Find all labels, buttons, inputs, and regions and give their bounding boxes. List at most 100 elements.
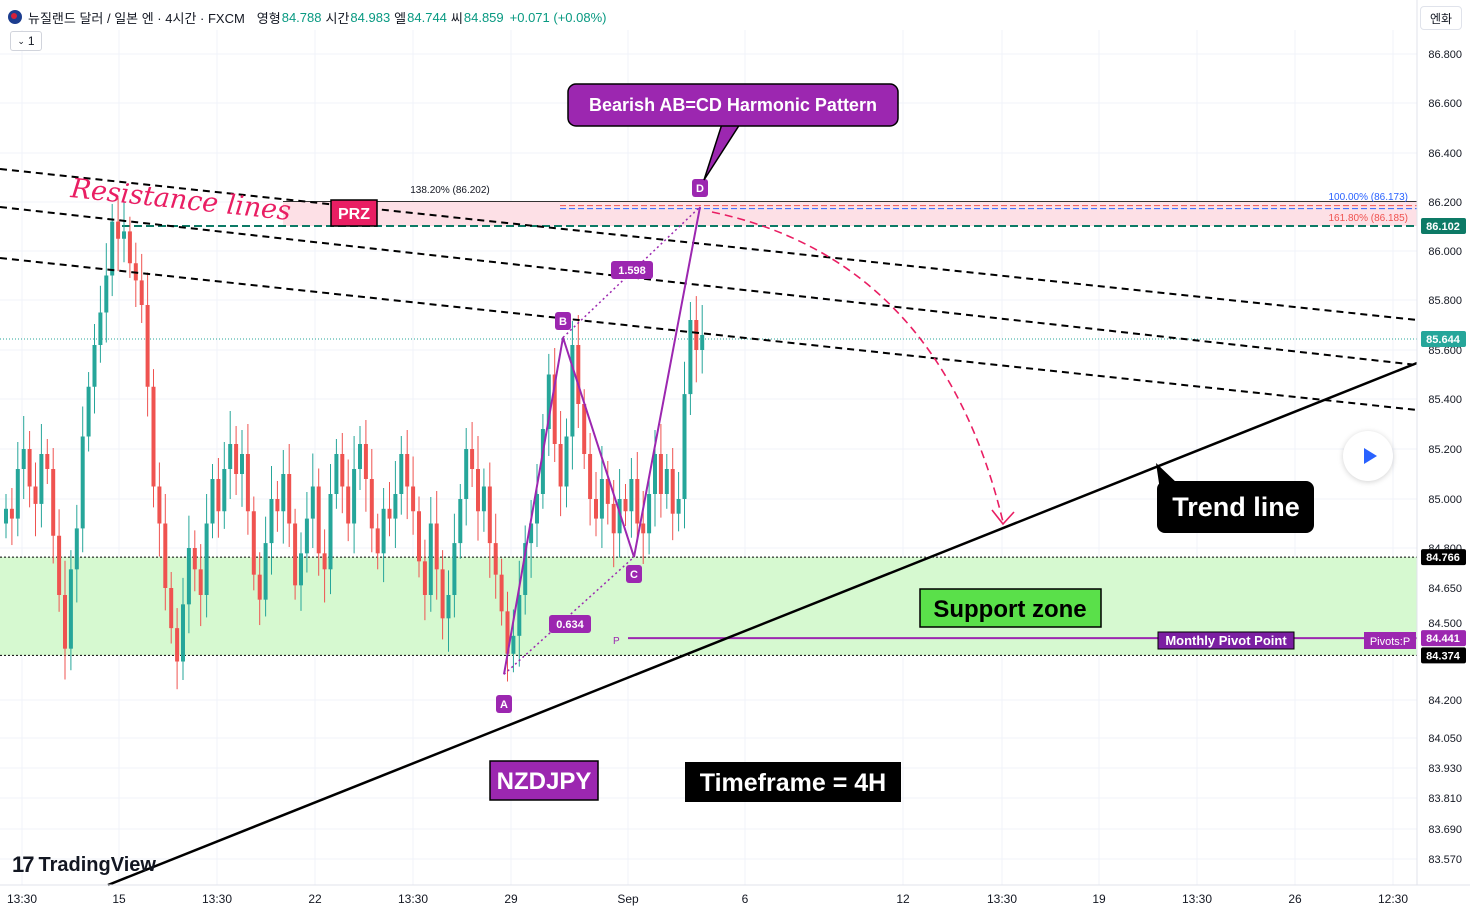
candle-body bbox=[653, 454, 657, 494]
candle-body bbox=[476, 469, 480, 512]
candle-body bbox=[564, 436, 569, 487]
price-tick-label: 83.930 bbox=[1428, 763, 1462, 775]
candle-body bbox=[540, 429, 545, 494]
candle-body bbox=[346, 486, 351, 524]
candle-body bbox=[635, 479, 640, 524]
price-level-label: 84.441 bbox=[1426, 633, 1460, 645]
chevron-down-icon: ⌄ bbox=[17, 35, 25, 46]
candle-body bbox=[658, 454, 663, 494]
candle-body bbox=[363, 444, 368, 479]
candle-body bbox=[464, 449, 469, 499]
time-tick-label: 13:30 bbox=[7, 892, 37, 906]
candle-body bbox=[299, 553, 303, 586]
candle-body bbox=[617, 499, 622, 534]
candle-body bbox=[175, 628, 180, 662]
candle-body bbox=[694, 320, 699, 350]
candle-body bbox=[192, 548, 197, 570]
price-level-label: 86.102 bbox=[1426, 221, 1460, 233]
candle-body bbox=[470, 449, 475, 469]
pattern-callout-box bbox=[567, 83, 899, 127]
prz-label: PRZ bbox=[338, 206, 370, 223]
open-value: 84.788 bbox=[281, 9, 322, 25]
candle-body bbox=[446, 595, 451, 619]
candle-body bbox=[92, 345, 97, 387]
trend-line-label: Trend line bbox=[1172, 492, 1300, 522]
resistance-line-3 bbox=[0, 257, 1418, 411]
time-axis: 13:30 15 13:30 22 13:30 29 Sep 6 12 13:30 19 13:30 2… bbox=[0, 884, 1470, 906]
candle-body bbox=[422, 561, 427, 595]
candle-body bbox=[116, 221, 121, 239]
candle-body bbox=[405, 454, 410, 487]
candle-body bbox=[51, 469, 56, 536]
pattern-point-d-marker bbox=[692, 179, 708, 197]
candle-body bbox=[222, 469, 227, 512]
price-tick-label: 83.570 bbox=[1428, 854, 1462, 866]
timeframe-box bbox=[685, 762, 901, 802]
price-tick-label: 86.200 bbox=[1428, 197, 1462, 209]
candle-body bbox=[322, 553, 327, 570]
price-level-tag bbox=[1421, 630, 1466, 647]
price-level-tag bbox=[1421, 647, 1466, 664]
time-tick-label: 12 bbox=[896, 892, 910, 906]
ratio-label: 1.598 bbox=[618, 265, 646, 277]
candle-body bbox=[139, 280, 144, 305]
price-tick-label: 83.690 bbox=[1428, 824, 1462, 836]
currency-button[interactable]: 엔화 bbox=[1420, 6, 1462, 30]
candle-body bbox=[417, 511, 421, 562]
candle-body bbox=[169, 588, 174, 629]
tradingview-logo: 17 TradingView bbox=[12, 852, 156, 878]
interval-selector[interactable]: ⌄ 1 bbox=[10, 31, 42, 51]
candle-body bbox=[287, 474, 292, 524]
candle-body bbox=[127, 231, 132, 264]
candle-body bbox=[582, 404, 587, 454]
candle-body bbox=[68, 569, 73, 649]
candle-body bbox=[599, 479, 604, 519]
change-value: +0.071 (+0.08%) bbox=[509, 9, 607, 25]
pivots-tag-box bbox=[1364, 632, 1416, 649]
time-tick-label: 12:30 bbox=[1378, 892, 1408, 906]
time-tick-label: 13:30 bbox=[398, 892, 428, 906]
trend-line-box bbox=[1157, 481, 1314, 533]
candle-body bbox=[74, 528, 79, 570]
low-label: 엘 bbox=[394, 10, 407, 26]
chart-drawings bbox=[0, 168, 1418, 887]
candle-body bbox=[98, 312, 103, 345]
candle-body bbox=[682, 394, 687, 499]
pattern-point-b-marker bbox=[555, 312, 571, 330]
candle-body bbox=[281, 474, 286, 512]
price-level-label: 85.644 bbox=[1426, 334, 1461, 346]
replay-button[interactable] bbox=[1343, 431, 1393, 481]
close-label: 씨 bbox=[450, 10, 463, 26]
symbol-title[interactable]: 뉴질랜드 달러 / 일본 엔 · 4시간 · FXCM bbox=[28, 10, 245, 26]
symbol-header[interactable]: 뉴질랜드 달러 / 일본 엔 · 4시간 · FXCM 영형 84.788 시간 8… bbox=[8, 8, 607, 26]
candle-body bbox=[505, 611, 510, 654]
tv-logo-icon: 17 bbox=[12, 852, 35, 877]
logo-text: TradingView bbox=[38, 853, 156, 876]
candle-body bbox=[552, 374, 557, 444]
pair-box bbox=[489, 760, 599, 801]
abcd-legs bbox=[503, 206, 701, 675]
candle-body bbox=[558, 444, 563, 487]
high-value: 84.983 bbox=[350, 9, 391, 25]
price-tick-label: 86.400 bbox=[1428, 148, 1462, 160]
support-zone-box bbox=[919, 588, 1102, 628]
pattern-point-a: A bbox=[500, 699, 508, 711]
candle-body bbox=[33, 486, 38, 504]
bd-ratio-line bbox=[562, 206, 701, 339]
candle-body bbox=[499, 574, 504, 612]
price-tick-label: 84.050 bbox=[1428, 733, 1462, 745]
candle-body bbox=[316, 486, 321, 554]
projection-arrowhead bbox=[991, 509, 1015, 526]
candle-body bbox=[428, 523, 433, 595]
candle-body bbox=[86, 386, 91, 437]
candle-body bbox=[110, 221, 115, 276]
pattern-point-d: D bbox=[696, 183, 704, 195]
candle-body bbox=[151, 386, 156, 487]
callout-pointer bbox=[703, 123, 742, 181]
pattern-title: Bearish AB=CD Harmonic Pattern bbox=[589, 95, 877, 115]
candle-body bbox=[157, 486, 162, 524]
pivot-p-label: P bbox=[613, 636, 620, 647]
candle-body bbox=[310, 486, 315, 519]
low-value: 84.744 bbox=[407, 9, 447, 25]
